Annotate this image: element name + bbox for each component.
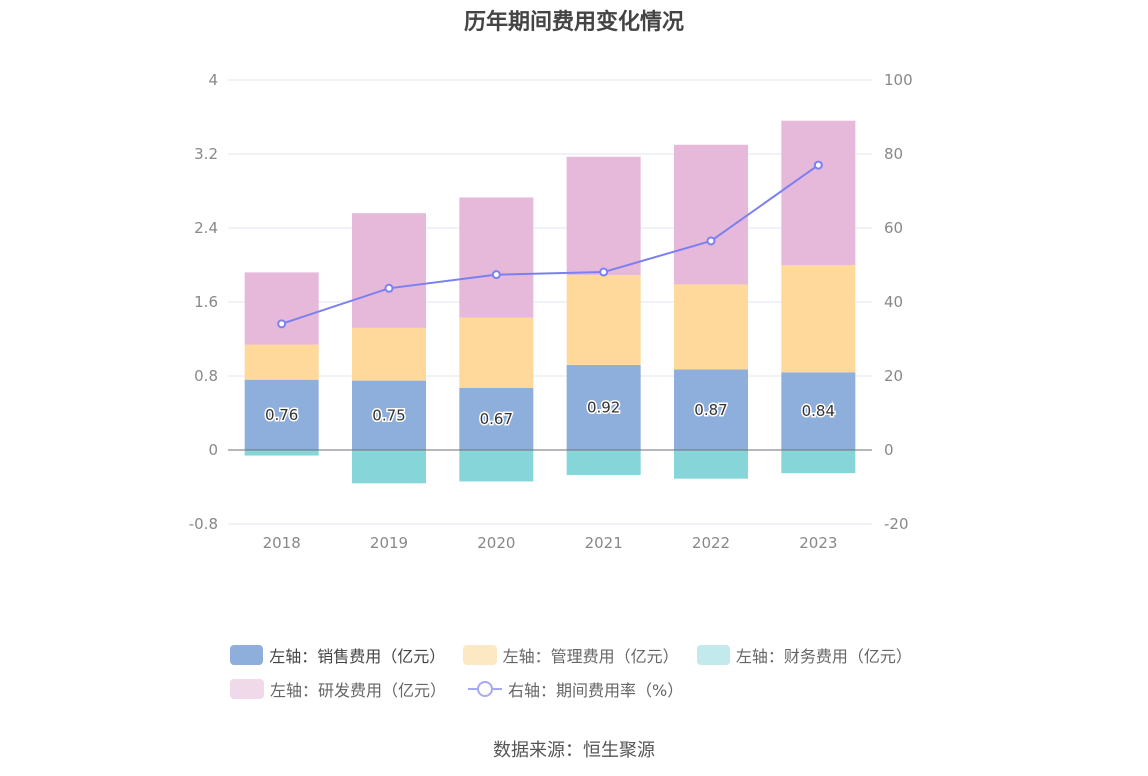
line-point <box>813 160 823 170</box>
right-axis-tick-label: -20 <box>884 515 909 533</box>
line-point <box>384 283 394 293</box>
bar-value-label: 0.92 <box>587 398 620 416</box>
left-axis-tick-label: 0.8 <box>194 367 218 385</box>
left-axis-tick-label: 4 <box>208 71 218 89</box>
legend-item-finance[interactable]: 左轴：财务费用（亿元） <box>696 643 912 667</box>
bar-finance <box>459 450 534 482</box>
bar-rnd <box>781 120 856 265</box>
bar-sales <box>781 372 856 450</box>
bar-admin <box>244 344 319 380</box>
legend-item-expense-rate[interactable]: 右轴：期间费用率（%） <box>468 677 683 701</box>
series-line-expense-rate <box>281 164 819 325</box>
bar-value-label: 0.67 <box>480 410 513 428</box>
bar-rnd <box>566 156 641 276</box>
left-axis-tick-label: -0.8 <box>189 515 218 533</box>
left-axis-tick-label: 2.4 <box>194 219 218 237</box>
legend-swatch-admin <box>463 645 497 665</box>
x-axis-tick-label: 2021 <box>585 534 623 552</box>
right-axis-tick-label: 0 <box>884 441 894 459</box>
bar-finance <box>566 450 641 475</box>
left-axis-tick-label: 3.2 <box>194 145 218 163</box>
left-axis-tick-label: 1.6 <box>194 293 218 311</box>
bar-rnd <box>674 144 748 285</box>
bar-admin <box>459 317 534 389</box>
right-axis-tick-label: 100 <box>884 71 913 89</box>
legend-swatch-sales <box>230 645 264 665</box>
legend-label-sales: 左轴：销售费用（亿元） <box>269 647 446 666</box>
legend-line-icon <box>468 679 503 699</box>
x-axis-tick-label: 2023 <box>799 534 837 552</box>
bar-sales <box>352 380 426 450</box>
legend-item-rnd[interactable]: 左轴：研发费用（亿元） <box>230 677 446 701</box>
line-point <box>599 267 609 277</box>
line-point <box>277 319 287 329</box>
bar-finance <box>674 450 748 479</box>
x-axis-tick-label: 2022 <box>692 534 730 552</box>
bar-admin <box>674 284 748 370</box>
x-axis-tick-label: 2020 <box>477 534 515 552</box>
source-note: 数据来源：恒生聚源 <box>493 740 655 761</box>
bar-admin <box>352 327 426 381</box>
x-axis-tick-label: 2018 <box>263 534 301 552</box>
legend-label-admin: 左轴：管理费用（亿元） <box>502 647 679 666</box>
bar-admin <box>781 265 856 373</box>
bar-finance <box>244 450 319 456</box>
line-point <box>706 236 716 246</box>
legend-label-rnd: 左轴：研发费用（亿元） <box>270 681 447 700</box>
bar-value-label: 0.75 <box>372 406 405 424</box>
right-axis-tick-label: 60 <box>884 219 903 237</box>
right-axis-tick-label: 80 <box>884 145 903 163</box>
legend-item-sales[interactable]: 左轴：销售费用（亿元） <box>230 643 446 667</box>
bar-value-label: 0.76 <box>265 406 298 424</box>
bar-admin <box>566 275 641 365</box>
legend: 左轴：销售费用（亿元） 左轴：管理费用（亿元） 左轴：财务费用（亿元） 左轴：研… <box>230 638 930 706</box>
chart-title: 历年期间费用变化情况 <box>463 10 684 35</box>
bar-sales <box>566 364 641 450</box>
left-axis-tick-label: 0 <box>208 441 218 459</box>
legend-swatch-rnd <box>230 679 264 699</box>
legend-swatch-finance <box>696 645 730 665</box>
bar-sales <box>244 379 319 450</box>
bar-rnd <box>459 197 534 318</box>
legend-item-admin[interactable]: 左轴：管理费用（亿元） <box>463 643 679 667</box>
x-axis-tick-label: 2019 <box>370 534 408 552</box>
right-axis-tick-label: 40 <box>884 293 903 311</box>
line-point <box>491 270 501 280</box>
bar-finance <box>781 450 856 474</box>
bar-sales <box>674 369 748 450</box>
bar-finance <box>352 450 426 484</box>
bar-rnd <box>244 272 319 345</box>
bar-value-label: 0.84 <box>802 402 835 420</box>
right-axis-tick-label: 20 <box>884 367 903 385</box>
legend-label-expense-rate: 右轴：期间费用率（%） <box>508 681 684 700</box>
bar-rnd <box>352 213 426 328</box>
legend-label-finance: 左轴：财务费用（亿元） <box>735 647 912 666</box>
bar-value-label: 0.87 <box>694 401 727 419</box>
bar-sales <box>459 388 534 450</box>
